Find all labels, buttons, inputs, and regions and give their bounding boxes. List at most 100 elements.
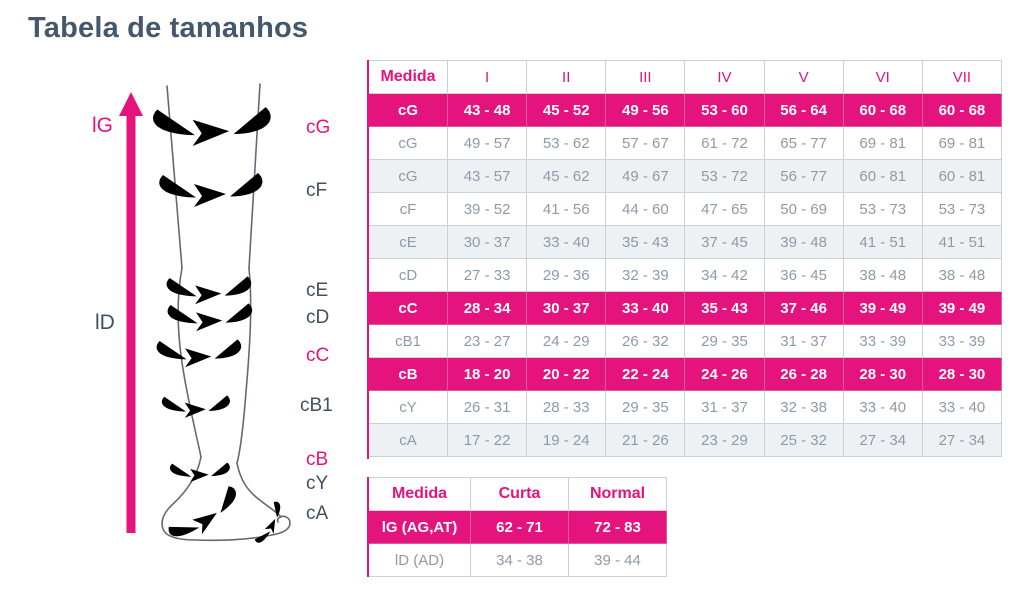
- value-cell: 53 - 72: [684, 159, 765, 193]
- length-table-header-row: Medida Curta Normal: [368, 477, 667, 511]
- value-cell: 28 - 33: [526, 390, 607, 424]
- table-row: cD 27 - 33 29 - 36 32 - 39 34 - 42 36 - 45 38 …: [368, 258, 1003, 292]
- girth-band-cg-icon: [153, 107, 271, 146]
- value-cell: 44 - 60: [605, 192, 686, 226]
- value-cell: 24 - 26: [684, 357, 765, 391]
- value-cell: 27 - 34: [921, 423, 1003, 457]
- value-cell: 43 - 57: [446, 159, 528, 193]
- value-cell: 41 - 51: [842, 225, 923, 259]
- girth-band-ca-icon: [253, 500, 288, 548]
- label-lD: lD: [95, 311, 115, 334]
- column-header: III: [605, 60, 686, 94]
- value-cell: 19 - 24: [526, 423, 607, 457]
- value-cell: 53 - 60: [684, 93, 765, 127]
- value-cell: 35 - 43: [605, 225, 686, 259]
- value-cell: 30 - 37: [446, 225, 528, 259]
- value-cell: 39 - 52: [446, 192, 528, 226]
- value-cell: 39 - 49: [842, 291, 923, 325]
- label-cC: cC: [306, 345, 330, 366]
- row-label-cell: cG: [368, 159, 448, 193]
- table-row: cC 28 - 34 30 - 37 33 - 40 35 - 43 37 - 46 39 …: [368, 291, 1003, 325]
- length-table: Medida Curta Normal lG (AG,AT) 62 - 71 72 - …: [368, 477, 667, 577]
- girth-band-cb-icon: [170, 462, 230, 483]
- value-cell: 17 - 22: [446, 423, 528, 457]
- value-cell: 38 - 48: [842, 258, 923, 292]
- value-cell: 33 - 40: [526, 225, 607, 259]
- value-cell: 29 - 35: [605, 390, 686, 424]
- value-cell: 29 - 35: [684, 324, 765, 358]
- label-cF: cF: [306, 180, 328, 201]
- value-cell: 34 - 38: [470, 543, 569, 577]
- value-cell: 26 - 32: [605, 324, 686, 358]
- value-cell: 39 - 44: [568, 543, 667, 577]
- label-cD: cD: [306, 307, 330, 328]
- value-cell: 25 - 32: [763, 423, 844, 457]
- value-cell: 69 - 81: [842, 126, 923, 160]
- girth-band-cd-icon: [167, 303, 253, 332]
- size-table: Medida I II III IV V VI VII cG 43 - 48 45 - 52 49 …: [368, 60, 1003, 457]
- table-row: cG 49 - 57 53 - 62 57 - 67 61 - 72 65 - 77 69 …: [368, 126, 1003, 160]
- row-label-cell: cC: [368, 291, 448, 325]
- row-label-cell: cG: [368, 126, 448, 160]
- value-cell: 45 - 62: [526, 159, 607, 193]
- value-cell: 53 - 62: [526, 126, 607, 160]
- table-row: cB1 23 - 27 24 - 29 26 - 32 29 - 35 31 - 37 33…: [368, 324, 1003, 358]
- value-cell: 60 - 81: [921, 159, 1003, 193]
- value-cell: 24 - 29: [526, 324, 607, 358]
- column-header: Curta: [470, 477, 569, 511]
- value-cell: 56 - 64: [763, 93, 844, 127]
- value-cell: 21 - 26: [605, 423, 686, 457]
- table-row: cA 17 - 22 19 - 24 21 - 26 23 - 29 25 - 32 27 …: [368, 423, 1003, 457]
- column-header: Normal: [568, 477, 667, 511]
- column-header: Medida: [368, 60, 448, 94]
- row-label-cell: cB: [368, 357, 448, 391]
- column-header: IV: [684, 60, 765, 94]
- value-cell: 26 - 28: [763, 357, 844, 391]
- value-cell: 23 - 29: [684, 423, 765, 457]
- girth-band-cy-icon: [165, 484, 246, 549]
- value-cell: 28 - 30: [921, 357, 1003, 391]
- value-cell: 35 - 43: [684, 291, 765, 325]
- value-cell: 50 - 69: [763, 192, 844, 226]
- column-header: I: [446, 60, 528, 94]
- row-label-cell: cG: [368, 93, 448, 127]
- value-cell: 47 - 65: [684, 192, 765, 226]
- label-cE: cE: [306, 280, 329, 301]
- table-row: cY 26 - 31 28 - 33 29 - 35 31 - 37 32 - 38 33 …: [368, 390, 1003, 424]
- value-cell: 45 - 52: [526, 93, 607, 127]
- value-cell: 18 - 20: [446, 357, 528, 391]
- value-cell: 37 - 45: [684, 225, 765, 259]
- value-cell: 33 - 40: [605, 291, 686, 325]
- label-cA: cA: [306, 503, 329, 524]
- value-cell: 57 - 67: [605, 126, 686, 160]
- value-cell: 33 - 39: [842, 324, 923, 358]
- value-cell: 49 - 57: [446, 126, 528, 160]
- value-cell: 62 - 71: [470, 510, 569, 544]
- value-cell: 43 - 48: [446, 93, 528, 127]
- value-cell: 32 - 39: [605, 258, 686, 292]
- size-table-accent-edge: [367, 60, 369, 459]
- value-cell: 65 - 77: [763, 126, 844, 160]
- column-header: V: [763, 60, 844, 94]
- row-label-cell: cE: [368, 225, 448, 259]
- value-cell: 23 - 27: [446, 324, 528, 358]
- column-header: II: [526, 60, 607, 94]
- value-cell: 72 - 83: [568, 510, 667, 544]
- value-cell: 31 - 37: [684, 390, 765, 424]
- value-cell: 49 - 67: [605, 159, 686, 193]
- value-cell: 31 - 37: [763, 324, 844, 358]
- row-label-cell: cD: [368, 258, 448, 292]
- value-cell: 41 - 51: [921, 225, 1003, 259]
- column-header: VII: [921, 60, 1003, 94]
- column-header: Medida: [368, 477, 471, 511]
- row-label-cell: cA: [368, 423, 448, 457]
- value-cell: 30 - 37: [526, 291, 607, 325]
- label-cB: cB: [306, 449, 329, 470]
- value-cell: 61 - 72: [684, 126, 765, 160]
- label-lG: lG: [92, 114, 113, 137]
- value-cell: 53 - 73: [921, 192, 1003, 226]
- value-cell: 33 - 39: [921, 324, 1003, 358]
- row-label-cell: cF: [368, 192, 448, 226]
- label-cY: cY: [306, 473, 329, 494]
- row-label-cell: lD (AD): [368, 543, 471, 577]
